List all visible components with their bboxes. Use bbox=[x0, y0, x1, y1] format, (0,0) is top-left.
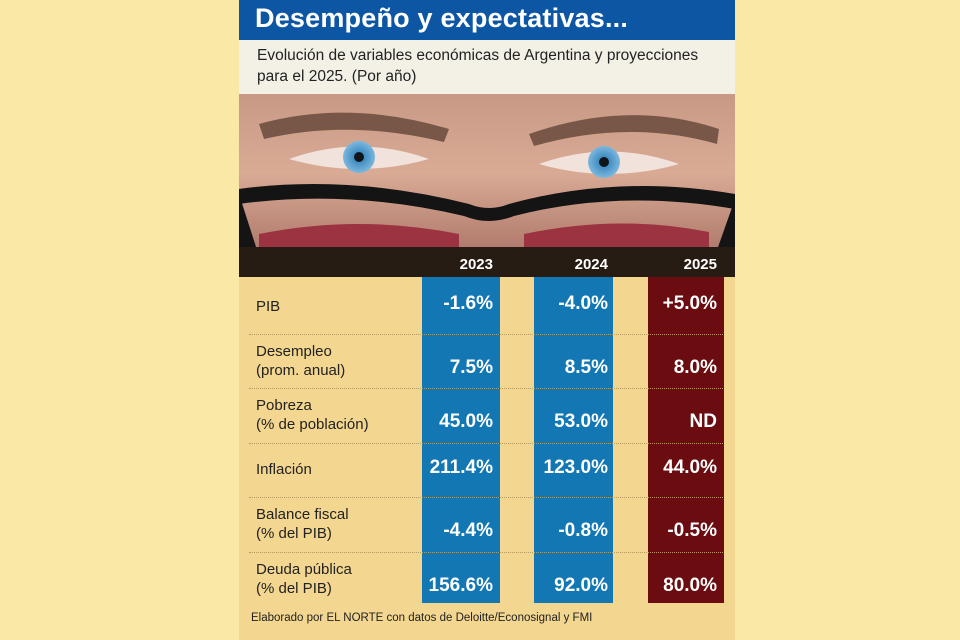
row-label: PIB bbox=[256, 297, 426, 316]
table-header-band bbox=[239, 247, 735, 277]
row-label-main: Deuda pública bbox=[256, 560, 352, 578]
column-2024-background bbox=[534, 277, 613, 603]
row-divider bbox=[249, 442, 723, 444]
row-label: Deuda pública (% del PIB) bbox=[256, 560, 426, 598]
row-label-unit: (prom. anual) bbox=[256, 361, 346, 379]
row-label: Pobreza (% de población) bbox=[256, 396, 426, 434]
value-cell-2025: -0.5% bbox=[667, 520, 717, 542]
value-cell-2025: ND bbox=[689, 411, 717, 433]
row-label: Desempleo (prom. anual) bbox=[256, 342, 426, 380]
column-header-2025: 2025 bbox=[683, 256, 717, 273]
title-bar: Desempeño y expectativas... bbox=[239, 0, 735, 40]
value-cell-2024: -4.0% bbox=[558, 293, 608, 315]
value-cell-2025: +5.0% bbox=[662, 293, 717, 315]
value-cell-2025: 8.0% bbox=[673, 356, 717, 378]
column-2023-background bbox=[422, 277, 500, 603]
row-label: Inflación bbox=[256, 460, 426, 479]
row-divider bbox=[249, 333, 723, 335]
row-label-main: Desempleo bbox=[256, 342, 332, 360]
column-header-2023: 2023 bbox=[459, 256, 493, 273]
value-cell-2025: 80.0% bbox=[663, 574, 717, 596]
value-cell-2024: 53.0% bbox=[554, 411, 608, 433]
row-label-unit: (% de población) bbox=[256, 416, 369, 434]
value-cell-2023: 156.6% bbox=[428, 574, 493, 596]
value-cell-2025: 44.0% bbox=[663, 456, 717, 478]
value-cell-2023: 7.5% bbox=[449, 356, 493, 378]
value-cell-2024: -0.8% bbox=[558, 520, 608, 542]
value-cell-2024: 8.5% bbox=[564, 356, 608, 378]
column-2025-projection-background bbox=[648, 277, 724, 603]
infographic-card: Desempeño y expectativas... Evolución de… bbox=[239, 0, 735, 640]
chart-title: Desempeño y expectativas... bbox=[255, 3, 629, 33]
row-label-main: Balance fiscal bbox=[256, 506, 349, 524]
value-cell-2023: -1.6% bbox=[443, 293, 493, 315]
value-cell-2023: 211.4% bbox=[429, 456, 493, 478]
subtitle-box: Evolución de variables económicas de Arg… bbox=[239, 40, 735, 94]
row-divider bbox=[249, 551, 723, 553]
value-cell-2023: 45.0% bbox=[439, 411, 493, 433]
eyes-glasses-photo bbox=[239, 94, 735, 250]
value-cell-2023: -4.4% bbox=[443, 520, 493, 542]
row-divider bbox=[249, 497, 723, 498]
row-label-main: Inflación bbox=[256, 461, 312, 479]
column-header-2024: 2024 bbox=[574, 256, 608, 273]
row-label: Balance fiscal (% del PIB) bbox=[256, 505, 426, 543]
row-divider bbox=[249, 388, 723, 389]
row-label-main: Pobreza bbox=[256, 397, 312, 415]
value-cell-2024: 123.0% bbox=[543, 456, 608, 478]
chart-subtitle: Evolución de variables económicas de Arg… bbox=[257, 47, 699, 85]
row-label-main: PIB bbox=[256, 297, 281, 315]
source-note: Elaborado por EL NORTE con datos de Delo… bbox=[251, 612, 593, 624]
row-label-unit: (% del PIB) bbox=[256, 525, 332, 543]
row-label-unit: (% del PIB) bbox=[256, 579, 332, 597]
value-cell-2024: 92.0% bbox=[554, 574, 608, 596]
